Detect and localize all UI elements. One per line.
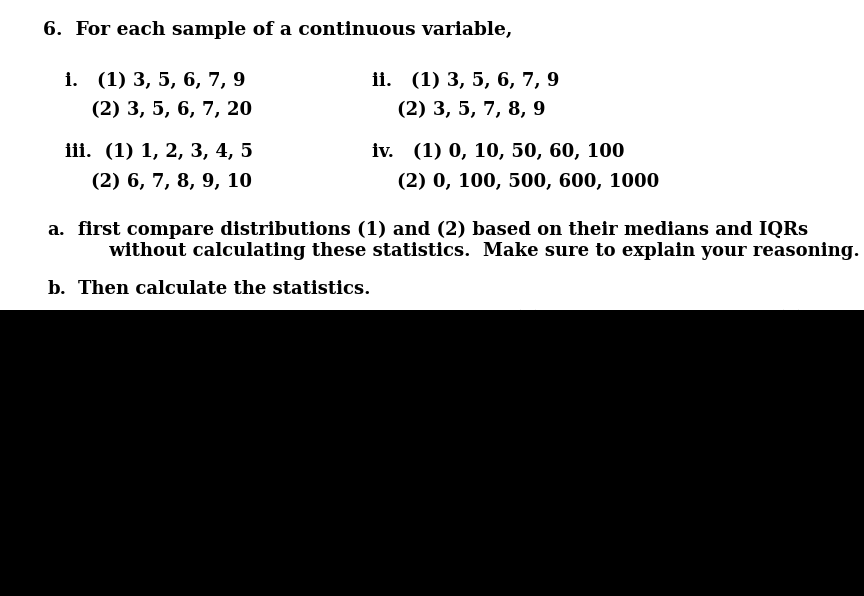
Text: iii.  (1) 1, 2, 3, 4, 5: iii. (1) 1, 2, 3, 4, 5 xyxy=(65,143,253,161)
Text: Is it possible to determine the statistics in (2) based on the result in (1) usi: Is it possible to determine the statisti… xyxy=(78,310,864,349)
Text: i.   (1) 3, 5, 6, 7, 9: i. (1) 3, 5, 6, 7, 9 xyxy=(65,72,245,89)
Text: (2) 3, 5, 6, 7, 20: (2) 3, 5, 6, 7, 20 xyxy=(91,101,251,119)
Text: Then calculate the statistics.: Then calculate the statistics. xyxy=(78,280,371,298)
Text: (2) 6, 7, 8, 9, 10: (2) 6, 7, 8, 9, 10 xyxy=(91,173,251,191)
Bar xyxy=(0,310,864,596)
Text: (2) 0, 100, 500, 600, 1000: (2) 0, 100, 500, 600, 1000 xyxy=(397,173,660,191)
Text: (2) 3, 5, 7, 8, 9: (2) 3, 5, 7, 8, 9 xyxy=(397,101,546,119)
Bar xyxy=(0,0,864,310)
Text: first compare distributions (1) and (2) based on their medians and IQRs
     wit: first compare distributions (1) and (2) … xyxy=(78,221,860,260)
Text: ii.   (1) 3, 5, 6, 7, 9: ii. (1) 3, 5, 6, 7, 9 xyxy=(372,72,559,89)
Text: a.: a. xyxy=(48,221,66,238)
Text: b.: b. xyxy=(48,280,67,298)
Text: 6.  For each sample of a continuous variable,: 6. For each sample of a continuous varia… xyxy=(43,21,512,39)
Text: iv.   (1) 0, 10, 50, 60, 100: iv. (1) 0, 10, 50, 60, 100 xyxy=(372,143,624,161)
Text: c.: c. xyxy=(48,310,65,328)
